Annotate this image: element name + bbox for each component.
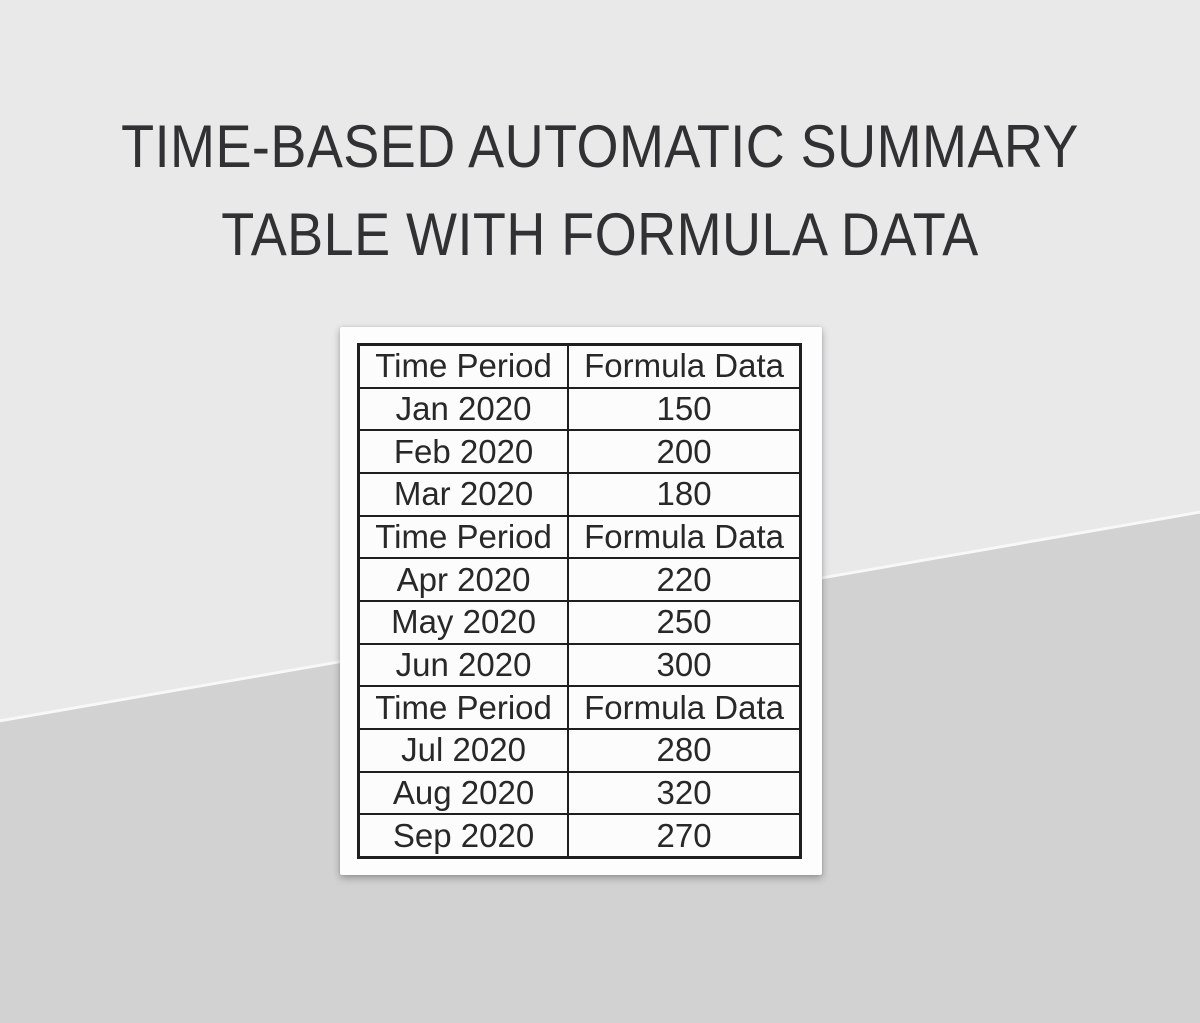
cell-formula-data: 200 [567, 429, 802, 474]
cell-formula-data: 270 [567, 813, 802, 859]
cell-time-period: Jul 2020 [357, 727, 570, 773]
cell-time-period: Apr 2020 [357, 557, 570, 602]
cell-time-period: Feb 2020 [357, 429, 570, 474]
cell-time-period: May 2020 [357, 599, 570, 645]
cell-formula-data: 280 [567, 727, 802, 773]
title-line-2: TABLE WITH FORMULA DATA [221, 201, 979, 268]
header-cell-formula-data: Formula Data [567, 514, 802, 560]
table-row: Jun 2020 300 [357, 642, 802, 688]
cell-time-period: Jan 2020 [357, 386, 570, 432]
summary-table: Time Period Formula Data Jan 2020 150 Fe… [357, 343, 802, 859]
page-title: TIME-BASED AUTOMATIC SUMMARY TABLE WITH … [0, 103, 1200, 279]
table-row: Sep 2020 270 [357, 813, 802, 859]
cell-formula-data: 180 [567, 472, 802, 517]
table-header-row: Time Period Formula Data [357, 685, 802, 730]
header-cell-time-period: Time Period [357, 343, 570, 389]
header-cell-formula-data: Formula Data [567, 685, 802, 730]
table-header-row: Time Period Formula Data [357, 514, 802, 560]
table-row: Apr 2020 220 [357, 557, 802, 602]
header-cell-time-period: Time Period [357, 514, 570, 560]
table-row: Jan 2020 150 [357, 386, 802, 432]
cell-time-period: Mar 2020 [357, 472, 570, 517]
table-row: Jul 2020 280 [357, 727, 802, 773]
header-cell-time-period: Time Period [357, 685, 570, 730]
header-cell-formula-data: Formula Data [567, 343, 802, 389]
table-card: Time Period Formula Data Jan 2020 150 Fe… [340, 327, 822, 875]
cell-formula-data: 250 [567, 599, 802, 645]
table-row: May 2020 250 [357, 599, 802, 645]
cell-formula-data: 150 [567, 386, 802, 432]
cell-formula-data: 220 [567, 557, 802, 602]
cell-time-period: Sep 2020 [357, 813, 570, 859]
table-row: Aug 2020 320 [357, 770, 802, 816]
table-row: Feb 2020 200 [357, 429, 802, 474]
title-line-1: TIME-BASED AUTOMATIC SUMMARY [121, 113, 1079, 180]
table-header-row: Time Period Formula Data [357, 343, 802, 389]
cell-formula-data: 320 [567, 770, 802, 816]
table-row: Mar 2020 180 [357, 472, 802, 517]
cell-time-period: Aug 2020 [357, 770, 570, 816]
cell-time-period: Jun 2020 [357, 642, 570, 688]
cell-formula-data: 300 [567, 642, 802, 688]
